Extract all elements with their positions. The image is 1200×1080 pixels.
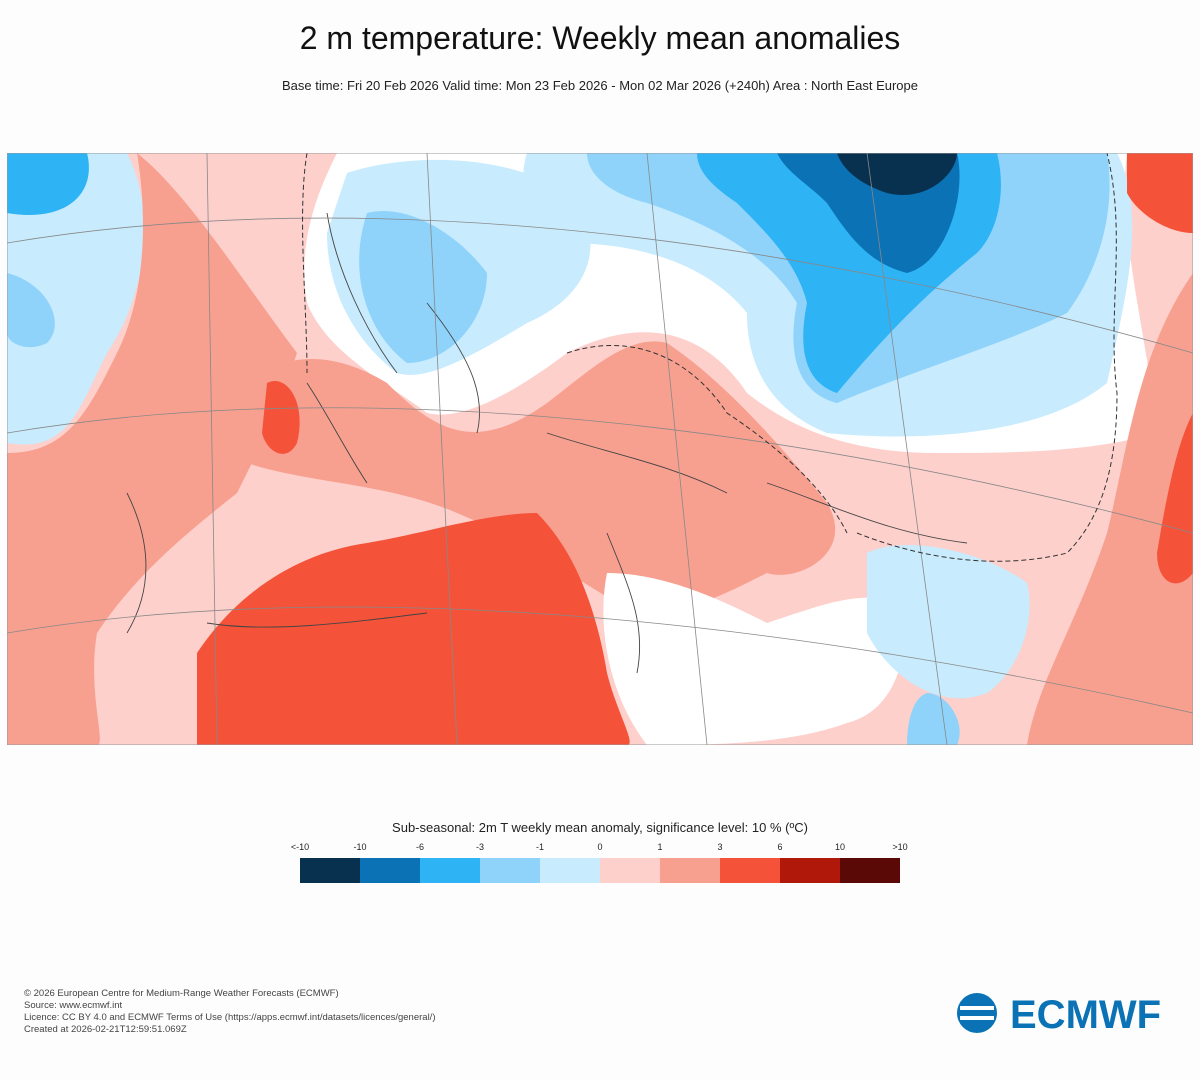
map — [7, 153, 1193, 745]
legend-swatch — [300, 858, 360, 883]
legend-swatch — [660, 858, 720, 883]
legend-swatch — [360, 858, 420, 883]
title: 2 m temperature: Weekly mean anomalies — [299, 20, 901, 56]
legend-swatch — [420, 858, 480, 883]
legend-swatch — [780, 858, 840, 883]
logo: ECMWF — [957, 993, 1161, 1037]
legend-label: >10 — [892, 842, 907, 852]
footer-line: Licence: CC BY 4.0 and ECMWF Terms of Us… — [24, 1012, 436, 1023]
legend-swatch — [720, 858, 780, 883]
legend-swatch — [600, 858, 660, 883]
footer-line: Created at 2026-02-21T12:59:51.069Z — [24, 1024, 187, 1035]
subtitle: Base time: Fri 20 Feb 2026 Valid time: M… — [281, 78, 919, 93]
legend-label: -6 — [416, 842, 424, 852]
legend-label: 1 — [657, 842, 662, 852]
legend-swatch — [480, 858, 540, 883]
legend-label: -3 — [476, 842, 484, 852]
legend-label: -10 — [353, 842, 366, 852]
legend: <-10 -10 -6 -3 -1 0 1 3 6 10 >10 — [291, 842, 908, 883]
legend-label: 3 — [717, 842, 722, 852]
legend-label: <-10 — [291, 842, 309, 852]
legend-label: -1 — [536, 842, 544, 852]
legend-label: 10 — [835, 842, 845, 852]
footer-line: Source: www.ecmwf.int — [24, 1000, 123, 1011]
legend-label: 0 — [597, 842, 602, 852]
logo-text: ECMWF — [1010, 993, 1161, 1037]
legend-swatch — [840, 858, 900, 883]
footer-line: © 2026 European Centre for Medium-Range … — [24, 988, 339, 999]
legend-title: Sub-seasonal: 2m T weekly mean anomaly, … — [392, 820, 808, 835]
footer: © 2026 European Centre for Medium-Range … — [24, 988, 436, 1036]
legend-label: 6 — [777, 842, 782, 852]
legend-swatch — [540, 858, 600, 883]
